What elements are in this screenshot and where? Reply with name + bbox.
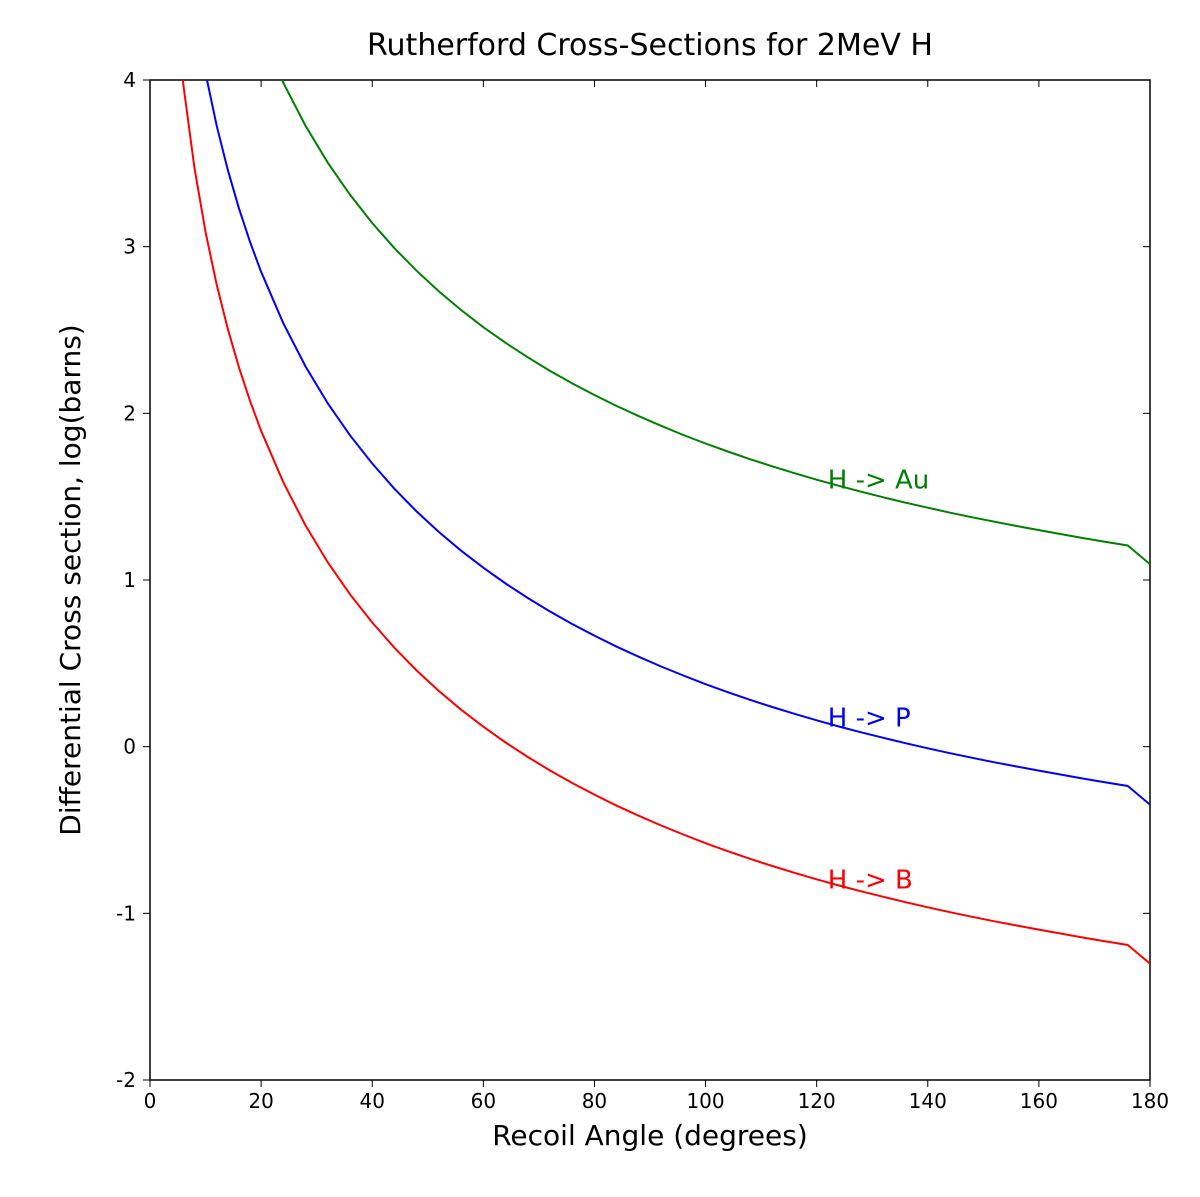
y-axis-label: Differential Cross section, log(barns) [54,324,87,835]
y-tick-label: -2 [116,1068,136,1092]
x-tick-label: 100 [686,1089,724,1113]
y-tick-label: -1 [116,901,136,925]
x-tick-label: 140 [909,1089,947,1113]
series-annotation-2: H -> B [828,865,913,895]
chart-container: 0 20 40 60 80 100 120 140 160 180 -2 -1 0 1 2 3 4 Recoil … [0,0,1200,1197]
rutherford-chart: 0 20 40 60 80 100 120 140 160 180 -2 -1 0 1 2 3 4 Recoil … [0,0,1200,1197]
x-tick-label: 20 [248,1089,273,1113]
x-tick-label: 180 [1131,1089,1169,1113]
series-annotation-0: H -> Au [828,465,930,495]
series-annotation-1: H -> P [828,704,911,734]
y-tick-label: 1 [123,568,136,592]
x-tick-label: 160 [1020,1089,1058,1113]
y-tick-label: 2 [123,401,136,425]
x-axis-label: Recoil Angle (degrees) [492,1119,808,1152]
x-tick-label: 40 [359,1089,384,1113]
chart-title: Rutherford Cross-Sections for 2MeV H [367,28,933,63]
y-tick-label: 3 [123,235,136,259]
x-tick-label: 60 [471,1089,496,1113]
x-tick-label: 0 [144,1089,157,1113]
x-tick-label: 80 [582,1089,607,1113]
y-tick-label: 0 [123,735,136,759]
y-tick-label: 4 [123,68,136,92]
x-tick-label: 120 [798,1089,836,1113]
